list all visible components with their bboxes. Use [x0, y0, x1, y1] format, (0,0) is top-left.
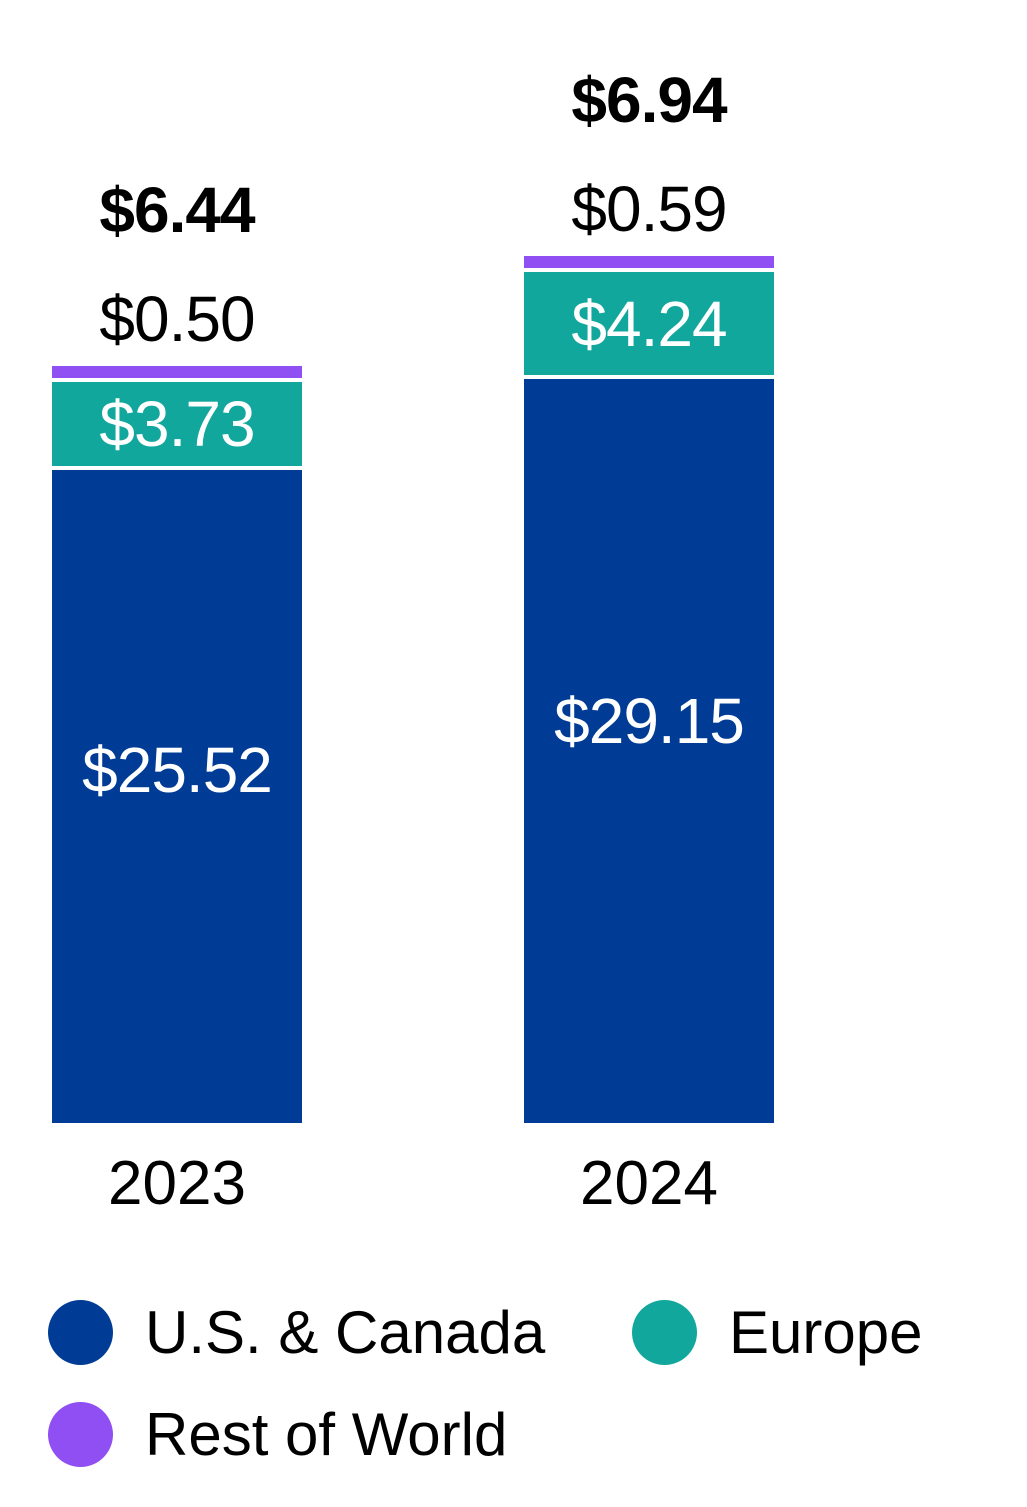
- bar-2024-segment-u-s-canada: [524, 379, 774, 1123]
- bar-2023-segment-u-s-canada: [52, 470, 302, 1123]
- legend-label-europe: Europe: [729, 1299, 923, 1366]
- bar-2024-segment-europe: [524, 272, 774, 375]
- bar-2024-value-europe: $4.24: [571, 287, 727, 360]
- bar-2024-segment-rest-of-world: [524, 256, 774, 268]
- axis-label-2023: 2023: [108, 1149, 246, 1218]
- legend-dot-europe-icon: [632, 1300, 697, 1365]
- bar-2023-value-europe: $3.73: [99, 388, 255, 460]
- legend-label-rest-of-world: Rest of World: [145, 1401, 508, 1468]
- legend-item-europe: Europe: [632, 1300, 922, 1365]
- bar-2024-bold-label: $6.94: [571, 64, 727, 136]
- legend-dot-rest-of-world-icon: [48, 1402, 113, 1467]
- bar-2023-value-rest-of-world: $0.50: [99, 283, 255, 355]
- bar-2023-bold-label: $6.44: [99, 174, 255, 246]
- bar-2024-value-u-s-canada: $29.15: [554, 685, 745, 758]
- legend-item-u-s-canada: U.S. & Canada: [48, 1300, 545, 1365]
- bar-2023-segment-rest-of-world: [52, 366, 302, 378]
- axis-label-2024: 2024: [580, 1149, 718, 1218]
- legend-label-u-s-canada: U.S. & Canada: [145, 1299, 546, 1366]
- legend-item-rest-of-world: Rest of World: [48, 1402, 507, 1467]
- legend-dot-u-s-canada-icon: [48, 1300, 113, 1365]
- bar-2023-value-u-s-canada: $25.52: [82, 734, 273, 807]
- bar-2024-value-rest-of-world: $0.59: [571, 173, 727, 245]
- bar-2023-segment-europe: [52, 382, 302, 466]
